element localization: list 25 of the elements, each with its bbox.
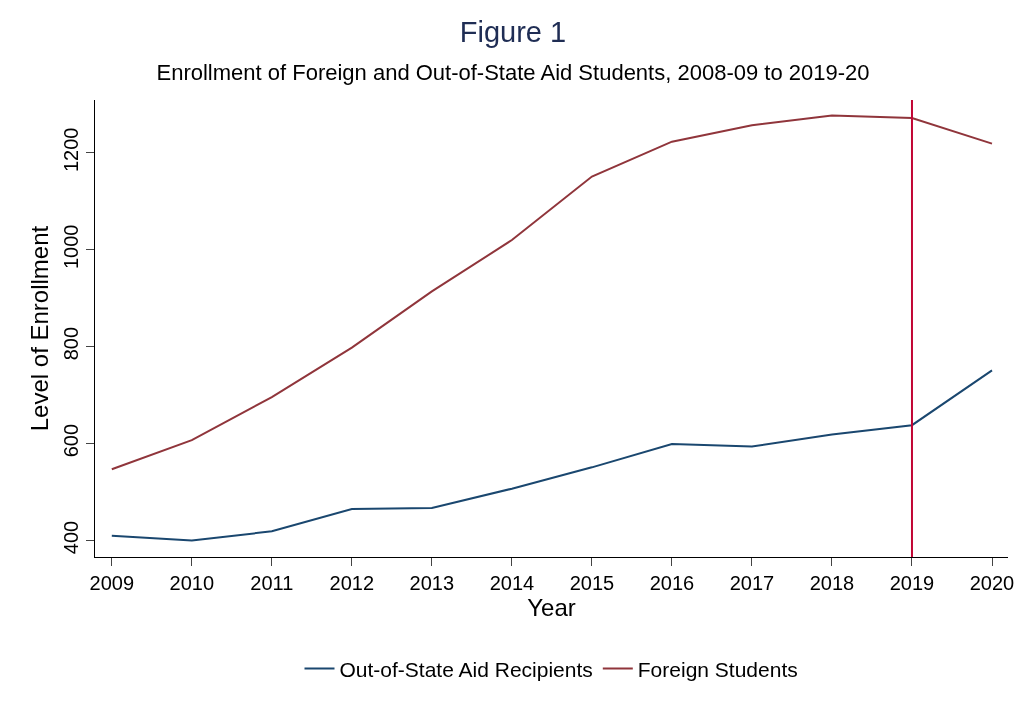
x-tick-label: 2015 [569, 572, 615, 594]
legend-label: Out-of-State Aid Recipients [339, 657, 593, 681]
y-tick-label: 1200 [60, 127, 82, 173]
x-tick-label: 2014 [489, 572, 535, 594]
x-tick-label: 2010 [169, 572, 215, 594]
x-tick-label: 2012 [329, 572, 375, 594]
x-tick-label: 2020 [969, 572, 1015, 594]
x-tick-label: 2011 [250, 572, 294, 594]
line-series [110, 114, 993, 471]
chart-subtitle: Enrollment of Foreign and Out-of-State Aid Students, 2008-09 to 2019-20 [156, 59, 870, 85]
y-tick-label: 800 [60, 326, 82, 361]
x-tick-label: 2017 [729, 572, 775, 594]
chart-title: Figure 1 [459, 16, 567, 49]
y-tick-label: 1000 [60, 224, 82, 269]
y-axis-title: Level of Enrollment [26, 225, 54, 432]
x-tick-label: 2013 [409, 572, 455, 594]
x-tick-label: 2019 [889, 572, 935, 594]
line-series [110, 369, 993, 542]
x-axis-title: Year [527, 594, 576, 621]
legend-label: Foreign Students [637, 657, 798, 681]
y-tick-label: 600 [60, 423, 82, 458]
x-tick-label: 2018 [809, 572, 855, 594]
x-tick-label: 2009 [89, 572, 135, 594]
x-tick-label: 2016 [649, 572, 695, 594]
y-tick-label: 400 [60, 520, 82, 555]
